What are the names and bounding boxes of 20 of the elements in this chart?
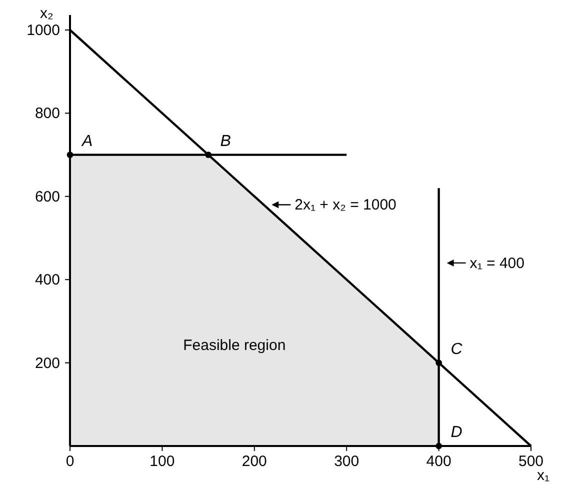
y-tick-label: 800 [34,105,60,122]
y-tick-label: 600 [34,188,60,206]
x-tick-label: 0 [66,453,74,470]
x-tick-label: 300 [334,453,360,470]
annotation: 2x₁ + x₂ = 1000 [294,196,396,214]
annotation: B [220,132,232,150]
y-tick-label: 200 [34,354,60,372]
x-tick-label: 200 [242,453,267,470]
x-axis-title: x₁ [537,467,550,484]
annotation: Feasible region [183,336,286,354]
y-tick-label: 400 [34,272,60,289]
annotation: D [450,424,463,441]
annotation: x₁ = 400 [470,254,524,272]
annotation: C [450,340,463,358]
x-tick-label: 500 [518,453,544,470]
y-tick-label: 1000 [26,22,60,39]
x-tick-label: 100 [150,453,175,470]
annotation: A [81,132,93,150]
y-axis-title: x₂ [40,5,54,22]
x-tick-label: 400 [426,453,452,470]
